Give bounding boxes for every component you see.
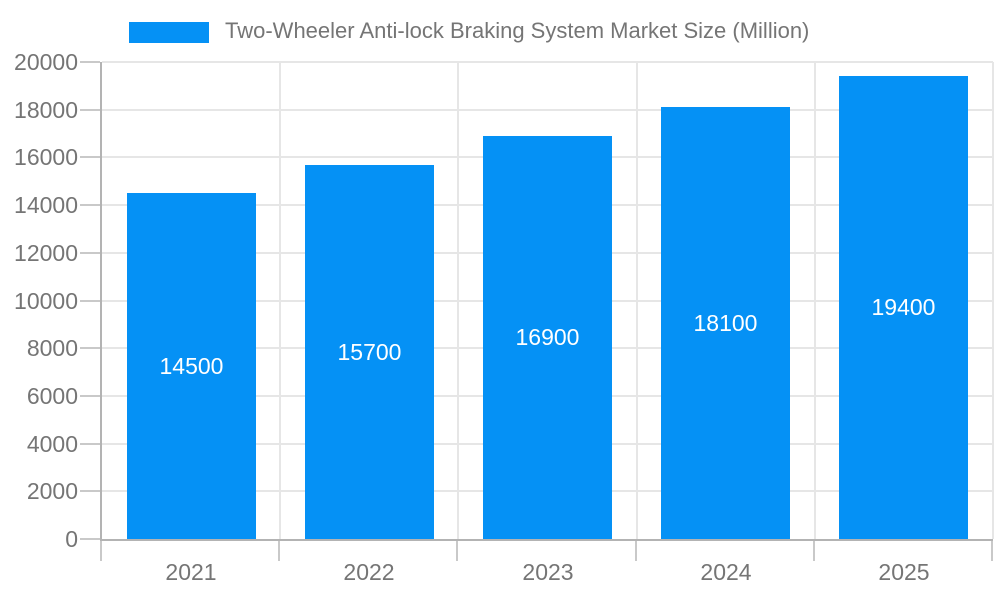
bar[interactable]: 14500 bbox=[127, 193, 256, 539]
y-tick-label: 0 bbox=[65, 526, 78, 552]
bar[interactable]: 18100 bbox=[661, 107, 790, 539]
bar[interactable]: 16900 bbox=[483, 136, 612, 539]
x-tick-label: 2022 bbox=[343, 559, 395, 585]
y-tick-label: 14000 bbox=[14, 192, 78, 218]
h-gridline bbox=[102, 109, 993, 111]
y-axis-tick bbox=[80, 204, 100, 206]
y-axis-tick bbox=[80, 252, 100, 254]
h-gridline bbox=[102, 61, 993, 63]
bar-value-label: 18100 bbox=[693, 309, 758, 336]
x-axis-tick bbox=[100, 541, 102, 561]
x-axis-tick bbox=[991, 541, 993, 561]
v-gridline bbox=[457, 62, 459, 539]
bar[interactable]: 19400 bbox=[839, 76, 968, 539]
y-axis-tick bbox=[80, 395, 100, 397]
y-axis-tick bbox=[80, 443, 100, 445]
x-tick-label: 2023 bbox=[522, 559, 574, 585]
y-tick-label: 10000 bbox=[14, 288, 78, 314]
y-axis-tick bbox=[80, 156, 100, 158]
y-tick-label: 18000 bbox=[14, 97, 78, 123]
bar-value-label: 14500 bbox=[159, 352, 224, 379]
y-tick-label: 6000 bbox=[26, 383, 78, 409]
v-gridline bbox=[814, 62, 816, 539]
legend: Two-Wheeler Anti-lock Braking System Mar… bbox=[129, 17, 809, 45]
legend-swatch bbox=[129, 22, 209, 43]
bar[interactable]: 15700 bbox=[305, 165, 434, 539]
x-tick-label: 2025 bbox=[878, 559, 930, 585]
bar-value-label: 19400 bbox=[871, 294, 936, 320]
y-axis-tick bbox=[80, 109, 100, 111]
y-tick-label: 16000 bbox=[14, 144, 78, 170]
x-axis-tick bbox=[635, 541, 637, 561]
v-gridline bbox=[279, 62, 281, 539]
bar-value-label: 16900 bbox=[515, 324, 580, 350]
y-tick-label: 2000 bbox=[26, 478, 78, 504]
x-tick-label: 2021 bbox=[165, 559, 217, 585]
y-tick-label: 12000 bbox=[14, 240, 78, 266]
y-tick-label: 4000 bbox=[26, 431, 78, 457]
x-axis-tick bbox=[456, 541, 458, 561]
plot-area: 14500 15700 16900 18100 19400 bbox=[100, 61, 994, 541]
y-axis-tick bbox=[80, 538, 100, 540]
y-axis-tick bbox=[80, 490, 100, 492]
y-tick-label: 20000 bbox=[14, 49, 78, 75]
y-tick-label: 8000 bbox=[26, 335, 78, 361]
v-gridline bbox=[992, 62, 994, 539]
x-axis-tick bbox=[813, 541, 815, 561]
y-axis-tick bbox=[80, 61, 100, 63]
bar-value-label: 15700 bbox=[337, 338, 402, 365]
x-tick-label: 2024 bbox=[700, 559, 752, 585]
y-axis-tick bbox=[80, 300, 100, 302]
x-axis-tick bbox=[278, 541, 280, 561]
v-gridline bbox=[636, 62, 638, 539]
legend-label: Two-Wheeler Anti-lock Braking System Mar… bbox=[225, 18, 810, 43]
y-axis-tick bbox=[80, 347, 100, 349]
